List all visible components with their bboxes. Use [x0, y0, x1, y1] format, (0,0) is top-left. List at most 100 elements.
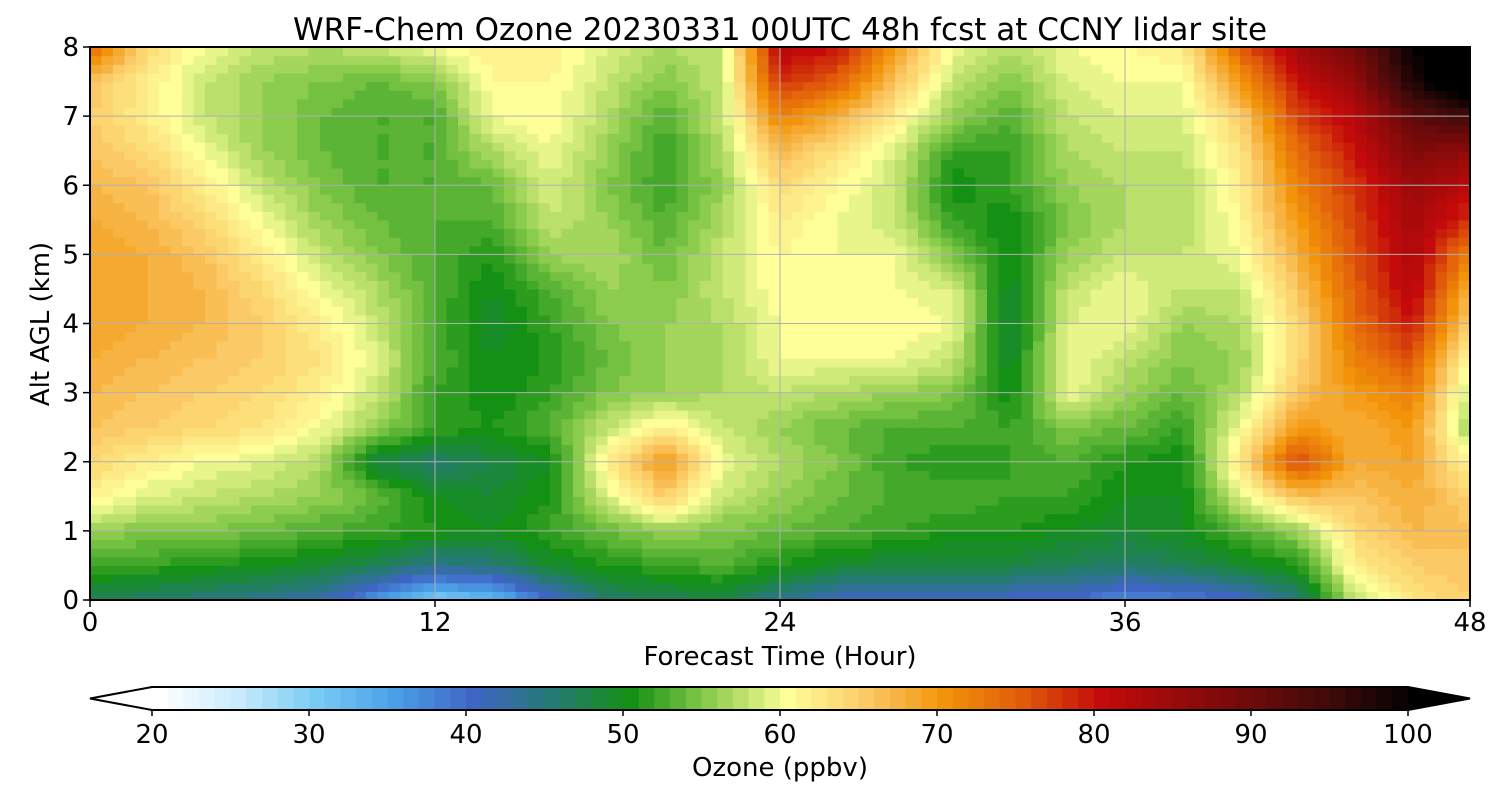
heatmap-cell: [607, 401, 620, 411]
heatmap-cell: [1435, 565, 1448, 575]
heatmap-cell: [182, 582, 195, 592]
heatmap-cell: [1033, 479, 1046, 489]
heatmap-cell: [768, 271, 781, 281]
heatmap-cell: [814, 479, 827, 489]
heatmap-cell: [1159, 444, 1172, 454]
heatmap-cell: [803, 513, 816, 523]
heatmap-cell: [1412, 392, 1425, 402]
heatmap-cell: [320, 409, 333, 420]
heatmap-cell: [918, 401, 931, 411]
heatmap-cell: [377, 383, 390, 394]
heatmap-cell: [1136, 574, 1149, 584]
heatmap-cell: [308, 375, 321, 385]
heatmap-cell: [918, 470, 931, 480]
heatmap-cell: [826, 461, 839, 471]
heatmap-cell: [1010, 427, 1023, 437]
heatmap-cell: [492, 435, 505, 446]
heatmap-cell: [987, 435, 1000, 446]
heatmap-cell: [343, 254, 356, 264]
heatmap-cell: [90, 271, 103, 281]
heatmap-cell: [964, 392, 977, 402]
heatmap-cell: [1044, 418, 1057, 428]
heatmap-cell: [527, 444, 540, 454]
heatmap-cell: [745, 401, 758, 411]
heatmap-cell: [1389, 470, 1402, 480]
heatmap-cell: [1332, 306, 1345, 316]
heatmap-cell: [182, 392, 195, 402]
heatmap-cell: [1171, 461, 1184, 471]
heatmap-cell: [860, 340, 873, 351]
heatmap-cell: [1033, 444, 1046, 454]
heatmap-cell: [803, 461, 816, 471]
heatmap-cell: [1102, 479, 1115, 489]
heatmap-cell: [722, 487, 735, 497]
heatmap-cell: [170, 504, 183, 515]
heatmap-cell: [366, 582, 379, 592]
heatmap-cell: [1355, 297, 1368, 307]
heatmap-cell: [366, 487, 379, 497]
heatmap-cell: [481, 582, 494, 592]
heatmap-cell: [469, 530, 482, 541]
heatmap-cell: [757, 453, 770, 463]
heatmap-cell: [1228, 582, 1241, 592]
heatmap-cell: [780, 522, 793, 532]
heatmap-cell: [1171, 522, 1184, 532]
heatmap-cell: [446, 306, 459, 316]
heatmap-cell: [872, 366, 885, 376]
heatmap-cell: [481, 401, 494, 411]
heatmap-cell: [274, 513, 287, 523]
heatmap-cell: [170, 418, 183, 428]
heatmap-cell: [423, 435, 436, 446]
heatmap-cell: [1286, 539, 1299, 549]
heatmap-cell: [1297, 470, 1310, 480]
heatmap-cell: [883, 323, 896, 333]
heatmap-cell: [734, 461, 747, 471]
heatmap-cell: [768, 539, 781, 549]
heatmap-cell: [446, 323, 459, 333]
heatmap-cell: [745, 513, 758, 523]
heatmap-cell: [239, 349, 252, 359]
heatmap-cell: [699, 254, 712, 264]
heatmap-cell: [1044, 470, 1057, 480]
heatmap-cell: [136, 548, 149, 558]
heatmap-cell: [239, 323, 252, 333]
heatmap-cell: [952, 245, 965, 255]
heatmap-cell: [1125, 556, 1138, 567]
heatmap-cell: [1090, 314, 1103, 325]
heatmap-cell: [872, 574, 885, 584]
heatmap-cell: [170, 582, 183, 592]
heatmap-cell: [1136, 418, 1149, 428]
heatmap-cell: [573, 435, 586, 446]
heatmap-cell: [1435, 323, 1448, 333]
heatmap-cell: [1056, 358, 1069, 368]
heatmap-cell: [389, 392, 402, 402]
heatmap-cell: [745, 288, 758, 299]
heatmap-cell: [561, 297, 574, 307]
heatmap-cell: [630, 323, 643, 333]
heatmap-cell: [573, 297, 586, 307]
heatmap-cell: [941, 254, 954, 264]
heatmap-cell: [1021, 548, 1034, 558]
heatmap-cell: [331, 418, 344, 428]
heatmap-cell: [527, 582, 540, 592]
heatmap-cell: [1194, 591, 1207, 600]
heatmap-cell: [1378, 565, 1391, 575]
heatmap-cell: [1343, 522, 1356, 532]
heatmap-cell: [895, 418, 908, 428]
heatmap-cell: [849, 504, 862, 515]
heatmap-cell: [423, 453, 436, 463]
heatmap-cell: [1435, 392, 1448, 402]
heatmap-cell: [780, 504, 793, 515]
heatmap-cell: [193, 548, 206, 558]
heatmap-cell: [791, 349, 804, 359]
heatmap-cell: [837, 548, 850, 558]
heatmap-cell: [101, 288, 114, 299]
heatmap-cell: [193, 513, 206, 523]
heatmap-cell: [170, 271, 183, 281]
heatmap-cell: [216, 392, 229, 402]
heatmap-cell: [285, 297, 298, 307]
heatmap-cell: [1125, 332, 1138, 342]
heatmap-cell: [561, 582, 574, 592]
heatmap-cell: [734, 513, 747, 523]
heatmap-cell: [849, 574, 862, 584]
